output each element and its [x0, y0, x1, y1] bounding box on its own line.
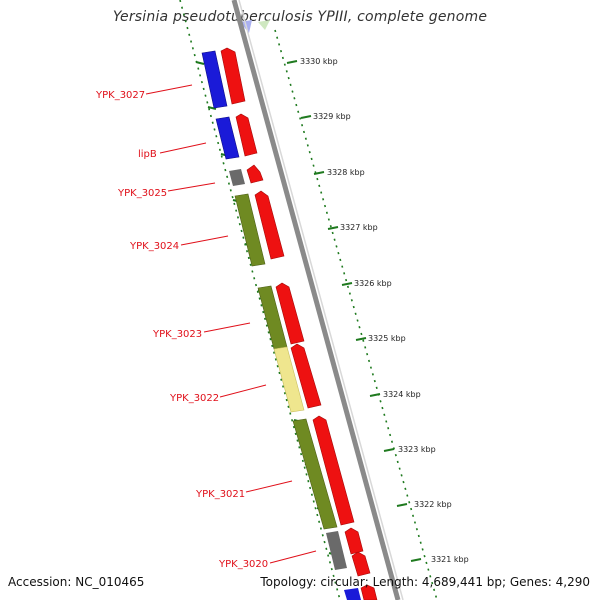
- topology-text: Topology: circular; Length: 4,689,441 bp…: [260, 575, 590, 589]
- outer-ticks: [286, 60, 422, 562]
- reverse-cds-feature[interactable]: [215, 116, 240, 160]
- accession-text: Accession: NC_010465: [8, 575, 145, 589]
- scale-label: 3327 kbp: [340, 223, 378, 232]
- label-leaders: [145, 84, 317, 564]
- forward-cds-feature[interactable]: [275, 282, 305, 345]
- scale-label: 3321 kbp: [431, 555, 469, 564]
- reverse-cds-feature[interactable]: [344, 588, 361, 600]
- scale-label: 3328 kbp: [327, 168, 365, 177]
- yellow-feature[interactable]: [273, 346, 305, 413]
- scale-labels: 3330 kbp 3329 kbp 3328 kbp 3327 kbp 3326…: [300, 57, 469, 564]
- genome-backbone-highlight: [238, 0, 404, 600]
- forward-cds-feature[interactable]: [344, 527, 364, 555]
- genome-backbone: [231, 0, 401, 600]
- gene-label[interactable]: YPK_3027: [95, 90, 145, 101]
- scale-label: 3324 kbp: [383, 390, 421, 399]
- gene-label[interactable]: lipB: [138, 149, 157, 160]
- reverse-cds-feature[interactable]: [201, 50, 228, 109]
- outer-dotted-guide: [274, 29, 438, 600]
- forward-cds-features: [220, 47, 378, 600]
- gene-label[interactable]: YPK_3020: [218, 559, 268, 570]
- scale-label: 3329 kbp: [313, 112, 351, 121]
- forward-cds-feature[interactable]: [220, 47, 246, 105]
- gray-feature[interactable]: [326, 531, 347, 570]
- feature-partial[interactable]: [258, 20, 270, 30]
- gene-label[interactable]: YPK_3022: [169, 393, 219, 404]
- scale-label: 3330 kbp: [300, 57, 338, 66]
- gene-labels: YPK_3027 lipB YPK_3025 YPK_3024 YPK_3023…: [95, 90, 268, 570]
- scale-label: 3326 kbp: [354, 279, 392, 288]
- scale-label: 3323 kbp: [398, 445, 436, 454]
- forward-cds-feature[interactable]: [360, 584, 378, 600]
- forward-cds-feature[interactable]: [246, 164, 264, 184]
- olive-feature[interactable]: [234, 193, 266, 267]
- scale-label: 3322 kbp: [414, 500, 452, 509]
- forward-cds-feature[interactable]: [312, 415, 355, 526]
- gene-label[interactable]: YPK_3024: [129, 241, 179, 252]
- olive-feature[interactable]: [292, 418, 338, 530]
- gene-label[interactable]: YPK_3021: [195, 489, 245, 500]
- gene-label[interactable]: YPK_3025: [117, 188, 167, 199]
- forward-cds-feature[interactable]: [351, 551, 371, 577]
- map-title: Yersinia pseudotuberculosis YPIII, compl…: [112, 9, 488, 25]
- forward-cds-feature[interactable]: [235, 113, 258, 157]
- gray-feature[interactable]: [229, 169, 245, 186]
- scale-label: 3325 kbp: [368, 334, 406, 343]
- forward-cds-feature[interactable]: [290, 343, 322, 409]
- gene-label[interactable]: YPK_3023: [152, 329, 202, 340]
- forward-cds-feature[interactable]: [254, 190, 285, 260]
